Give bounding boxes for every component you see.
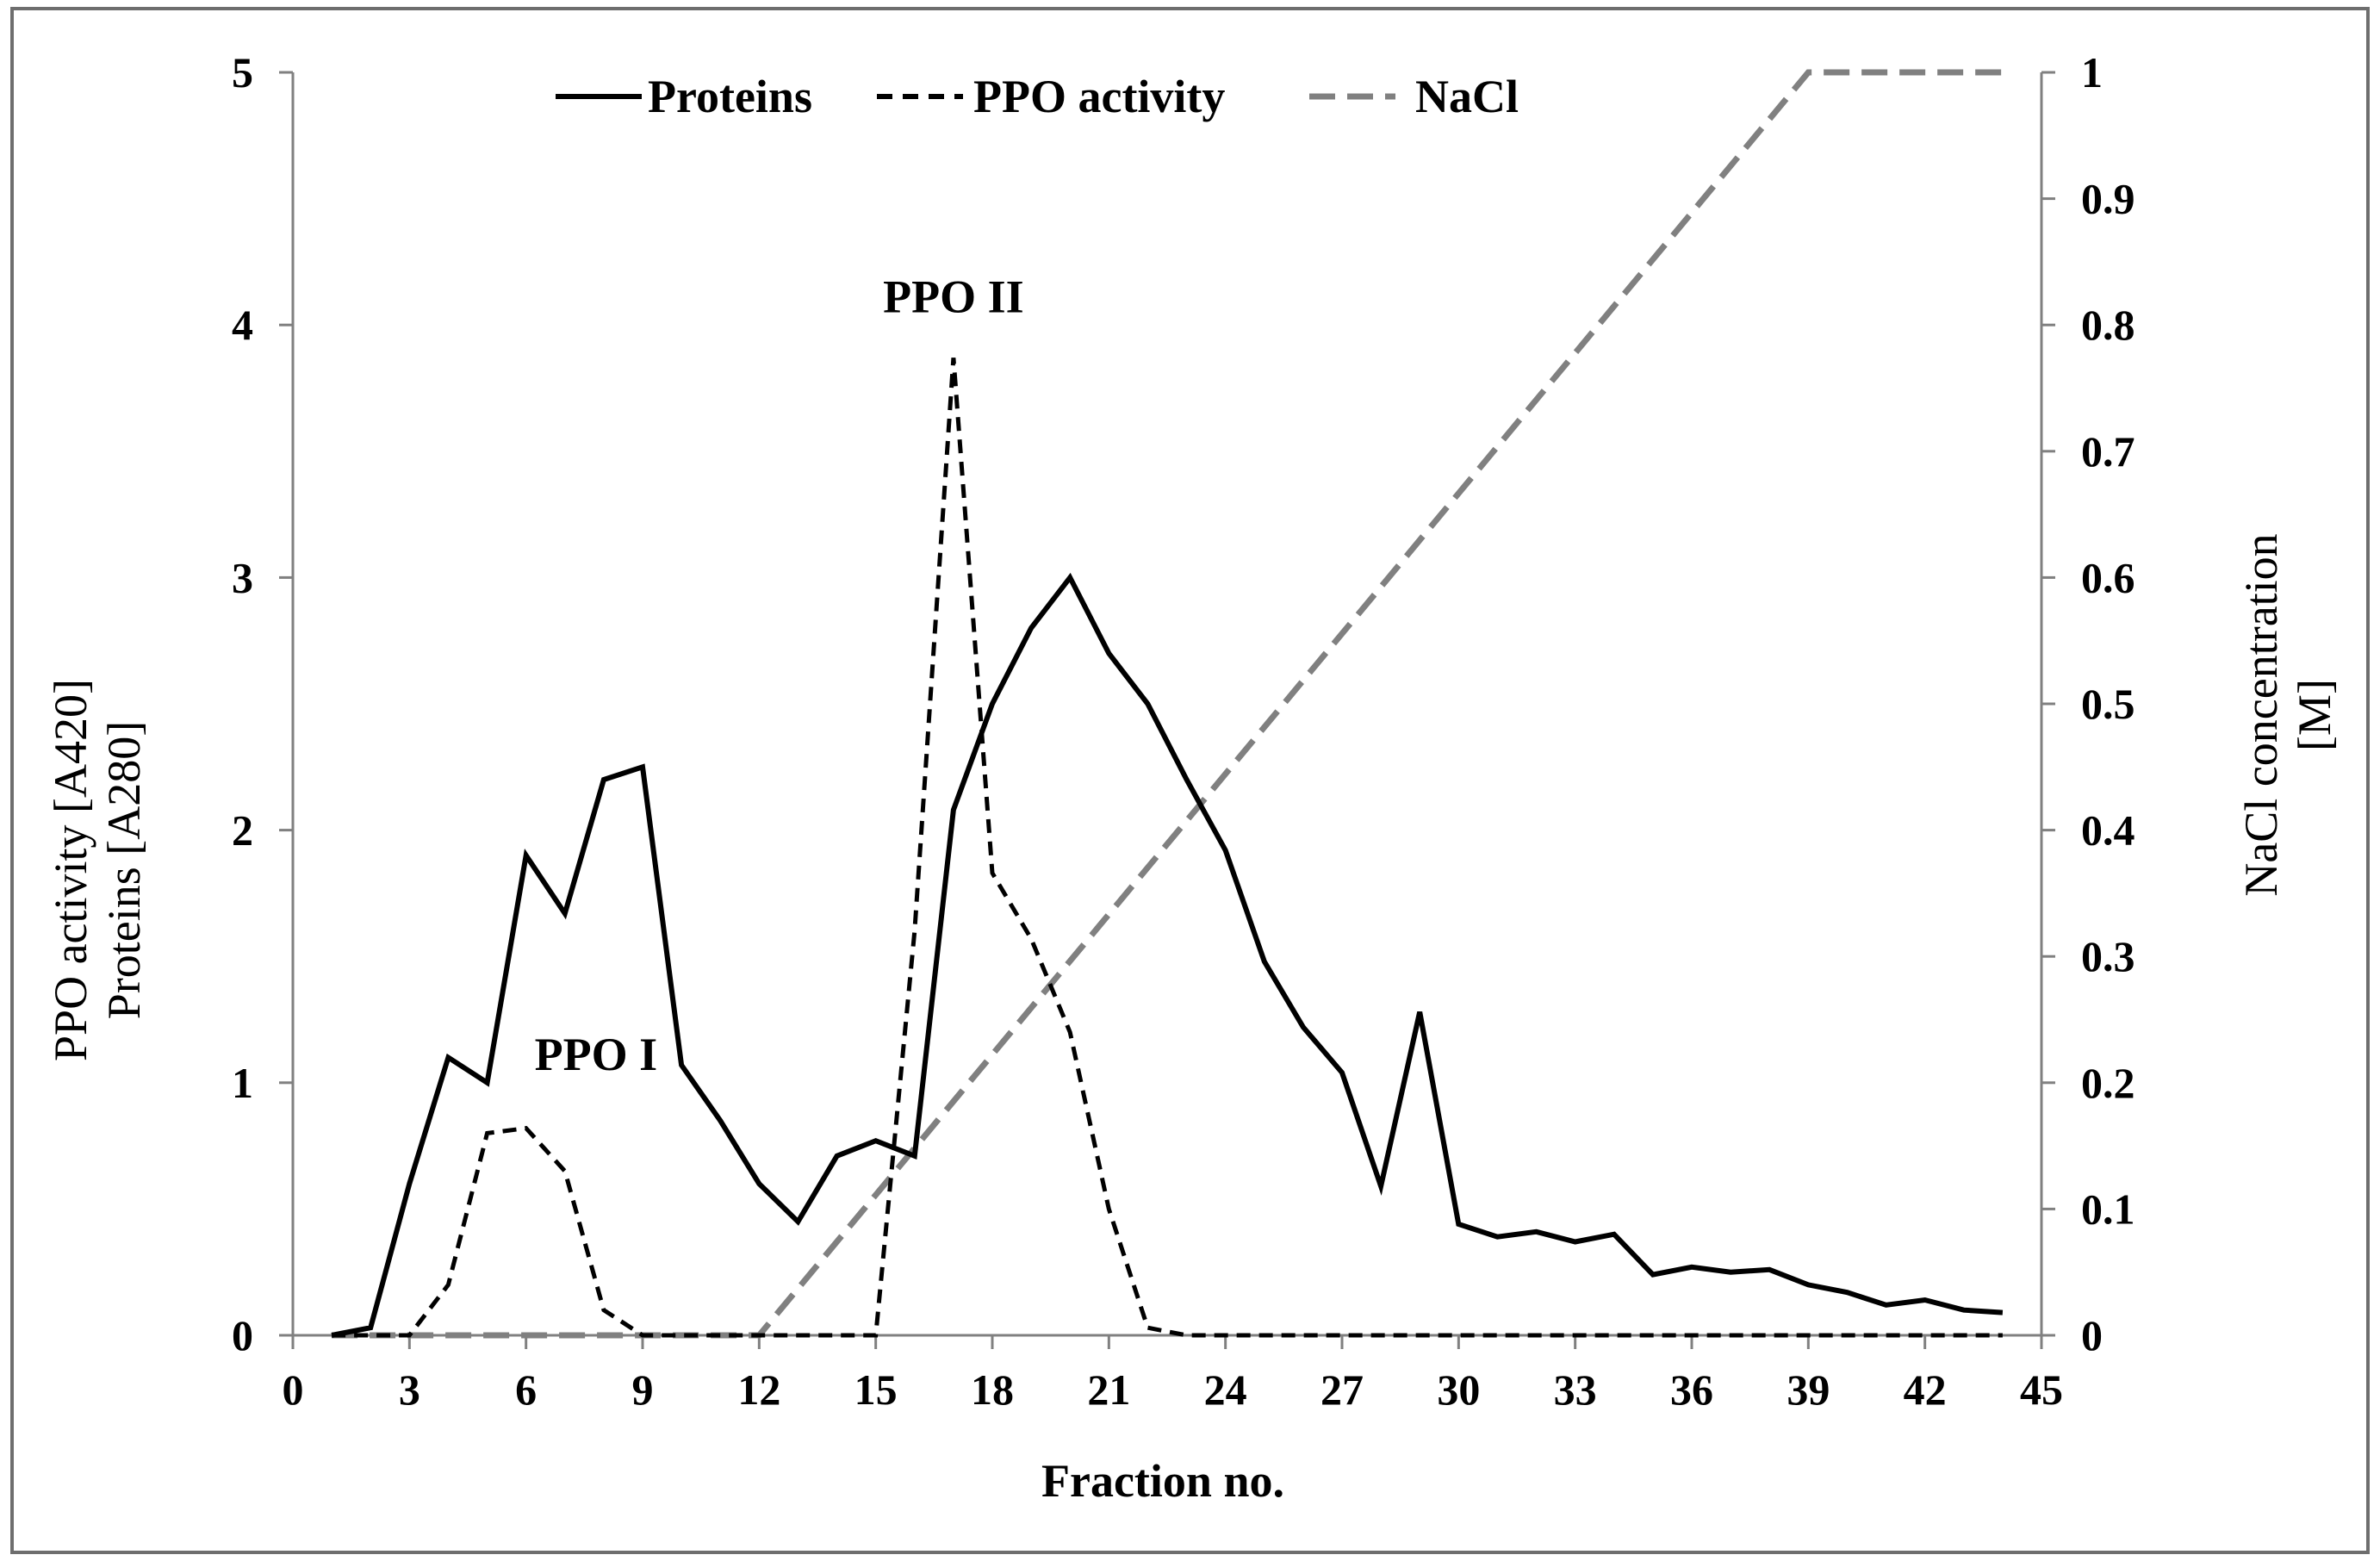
x-tick-label: 45 (2020, 1365, 2063, 1414)
x-tick-label: 42 (1904, 1365, 1947, 1414)
y-right-axis-title-line2: [M] (2289, 679, 2340, 751)
y-right-tick-label: 0.6 (2081, 553, 2135, 601)
x-tick-label: 21 (1087, 1365, 1130, 1414)
legend: Proteins PPO activity NaCl (556, 71, 1519, 122)
y-right-tick-label: 0.5 (2081, 680, 2135, 728)
x-tick-label: 24 (1204, 1365, 1247, 1414)
y-right-tick-label: 0.9 (2081, 175, 2135, 223)
y-left-tick-label: 5 (232, 48, 253, 96)
y-left-tick-label: 4 (232, 301, 253, 349)
x-tick-label: 36 (1670, 1365, 1713, 1414)
y-left-tick-label: 3 (232, 553, 253, 601)
annotation-ppo-ii: PPO II (883, 271, 1024, 323)
y-right-tick-label: 0.2 (2081, 1059, 2135, 1107)
legend-ppo-label: PPO activity (973, 71, 1225, 122)
y-right-axis-title-line1: NaCl concentration (2235, 533, 2287, 896)
x-tick-label: 0 (283, 1365, 304, 1414)
x-tick-label: 12 (737, 1365, 780, 1414)
x-tick-label: 33 (1554, 1365, 1597, 1414)
legend-nacl-label: NaCl (1415, 71, 1519, 122)
y-right-tick-label: 0.4 (2081, 806, 2135, 855)
y-right-tick-label: 0.3 (2081, 932, 2135, 980)
x-axis-title: Fraction no. (1041, 1455, 1284, 1507)
series-layer (331, 69, 2004, 1339)
y-right-tick-label: 0.7 (2081, 427, 2135, 476)
x-tick-label: 9 (632, 1365, 654, 1414)
series-nacl-line (332, 69, 2003, 1339)
x-tick-label: 39 (1787, 1365, 1830, 1414)
y-left-axis-title-line1: PPO activity [A420] (45, 679, 96, 1061)
y-left-tick-label: 1 (232, 1059, 253, 1107)
y-right-tick-label: 0 (2081, 1311, 2103, 1359)
x-tick-label: 30 (1437, 1365, 1480, 1414)
annotation-ppo-i: PPO I (535, 1029, 658, 1080)
x-tick-label: 15 (854, 1365, 898, 1414)
y-right-tick-label: 0.1 (2081, 1185, 2135, 1233)
y-right-tick-label: 1 (2081, 48, 2103, 96)
y-left-tick-label: 2 (232, 806, 253, 855)
x-tick-label: 6 (515, 1365, 537, 1414)
series-ppo-activity-line (332, 358, 2003, 1338)
labels-layer: 0 3 6 9 12 15 18 21 24 27 30 33 36 39 42 4501234500.10.… (232, 48, 2135, 1414)
y-left-axis-title-line2: Proteins [A280] (98, 721, 150, 1019)
x-tick-label: 18 (971, 1365, 1014, 1414)
y-right-tick-label: 0.8 (2081, 301, 2135, 349)
legend-proteins-label: Proteins (648, 71, 812, 122)
series-proteins-line (331, 572, 2004, 1338)
x-tick-label: 3 (399, 1365, 420, 1414)
x-tick-label: 27 (1320, 1365, 1364, 1414)
y-left-tick-label: 0 (232, 1311, 253, 1359)
